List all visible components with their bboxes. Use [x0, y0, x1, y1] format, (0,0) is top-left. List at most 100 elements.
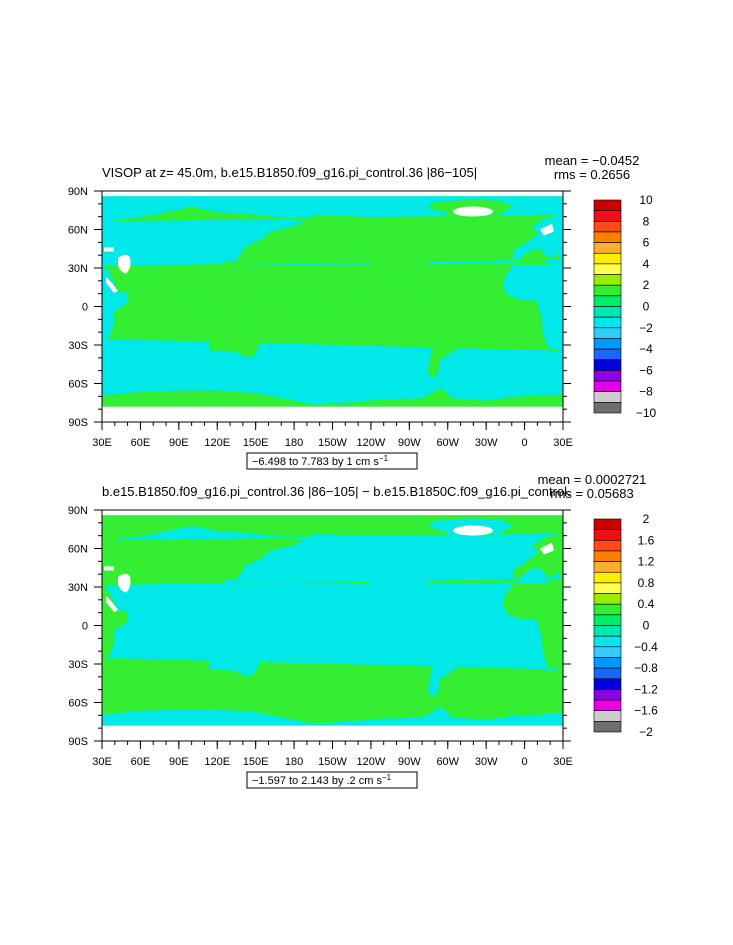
colorbar-swatch: [593, 284, 622, 297]
land-north-america: [308, 214, 456, 297]
x-tick-label: 60E: [131, 756, 151, 768]
chart-title: b.e15.B1850.f09_g16.pi_control.36 |86−10…: [102, 484, 571, 499]
land-uk: [516, 550, 527, 563]
y-tick-label: 0: [82, 621, 88, 633]
x-tick-label: 180: [285, 437, 303, 449]
colorbar-swatch: [593, 274, 622, 286]
x-tick-label: 120E: [204, 437, 230, 449]
land-north-america: [308, 533, 456, 616]
rms-label: rms = 0.2656: [554, 167, 630, 182]
field-streak: [258, 297, 359, 302]
colorbar-label: −1.2: [634, 682, 658, 696]
y-tick-label: 60S: [68, 698, 88, 710]
colorbar-swatch: [593, 635, 622, 648]
colorbar-swatch: [593, 231, 622, 243]
colorbar-swatch: [593, 571, 622, 584]
ice-patch: [453, 525, 493, 536]
land-south-america: [420, 290, 481, 378]
y-tick-label: 90N: [68, 505, 88, 517]
land-europe-asia: [103, 526, 562, 624]
land-indonesia: [184, 296, 258, 318]
colorbar-label: −2: [639, 321, 653, 335]
colorbar-swatch: [593, 316, 622, 329]
y-tick-label: 90S: [68, 417, 88, 429]
x-tick-label: 30E: [92, 756, 112, 768]
land-japan: [229, 567, 251, 587]
colorbar-label: 4: [643, 257, 650, 271]
field-streak: [304, 639, 320, 644]
colorbar-label: 0: [643, 300, 650, 314]
x-tick-label: 150E: [243, 756, 269, 768]
colorbar-swatch: [593, 539, 622, 552]
ice-patch: [104, 566, 114, 571]
field-streak: [288, 313, 333, 317]
land-madagascar: [119, 639, 129, 659]
field-streak: [258, 616, 359, 621]
colorbar-label: −0.8: [634, 661, 658, 675]
land-antarctica: [102, 706, 563, 726]
colorbar-label: 0.8: [638, 576, 655, 590]
colorbar-swatch: [593, 699, 622, 711]
x-tick-label: 60W: [436, 437, 459, 449]
colorbar-label: −0.4: [634, 640, 658, 654]
colorbar-label: −8: [639, 385, 653, 399]
colorbar-label: −2: [639, 725, 653, 739]
x-tick-label: 90E: [169, 756, 189, 768]
field-streak: [242, 290, 371, 294]
land-antarctica: [102, 387, 563, 407]
x-tick-label: 30E: [553, 437, 573, 449]
colorbar-swatch: [593, 295, 622, 307]
colorbar-swatch: [593, 646, 622, 658]
colorbar-swatch: [593, 370, 622, 382]
ice-patch: [540, 542, 554, 555]
colorbar-swatch: [593, 667, 622, 680]
colorbar-swatch: [593, 529, 622, 541]
x-tick-label: 30W: [475, 437, 498, 449]
land-australia: [208, 319, 261, 358]
y-tick-label: 60N: [68, 544, 88, 556]
colorbar-swatch: [593, 689, 622, 701]
colorbar-swatch: [593, 252, 622, 265]
ice-patch: [106, 595, 118, 612]
land-australia: [208, 638, 261, 677]
land-uk: [516, 231, 527, 244]
contour-info-text: −6.498 to 7.783 by 1 cm s: [252, 456, 379, 468]
contour-unit-exponent: −1: [379, 454, 389, 463]
land-south-america: [420, 609, 481, 697]
colorbar-swatch: [593, 593, 622, 605]
colorbar-swatch: [593, 391, 622, 403]
land-madagascar: [119, 320, 129, 340]
x-tick-label: 90W: [398, 756, 421, 768]
colorbar-label: 6: [643, 236, 650, 250]
colorbar-swatch: [593, 263, 622, 275]
land-layer: [102, 199, 563, 407]
colorbar-label: 1.2: [638, 555, 655, 569]
colorbar-swatch: [593, 327, 622, 339]
contour-info: −6.498 to 7.783 by 1 cm s−1: [252, 454, 389, 468]
y-tick-label: 30N: [68, 263, 88, 275]
land-europe-asia: [103, 207, 562, 305]
colorbar-label: 10: [639, 193, 653, 207]
y-tick-label: 30S: [68, 659, 88, 671]
colorbar-swatch: [593, 402, 622, 414]
colorbar-swatch: [593, 614, 622, 626]
y-tick-label: 90N: [68, 186, 88, 198]
land-indonesia: [184, 615, 258, 637]
chart-panel-2: b.e15.B1850.f09_g16.pi_control.36 |86−10…: [68, 472, 658, 789]
colorbar-swatch: [593, 221, 622, 233]
colorbar-label: 1.6: [638, 533, 655, 547]
colorbar-label: −4: [639, 342, 653, 356]
ice-patch: [104, 247, 114, 252]
colorbar-swatch: [593, 678, 622, 690]
colorbar-label: 8: [643, 214, 650, 228]
field-streak: [273, 624, 346, 628]
x-tick-label: 90E: [169, 437, 189, 449]
y-tick-label: 0: [82, 302, 88, 314]
contour-unit-exponent: −1: [382, 773, 392, 782]
colorbar-swatch: [593, 721, 622, 733]
colorbar-label: −1.6: [634, 704, 658, 718]
mean-label: mean = −0.0452: [545, 153, 640, 168]
field-streak: [273, 305, 346, 309]
colorbar-swatch: [593, 306, 622, 318]
